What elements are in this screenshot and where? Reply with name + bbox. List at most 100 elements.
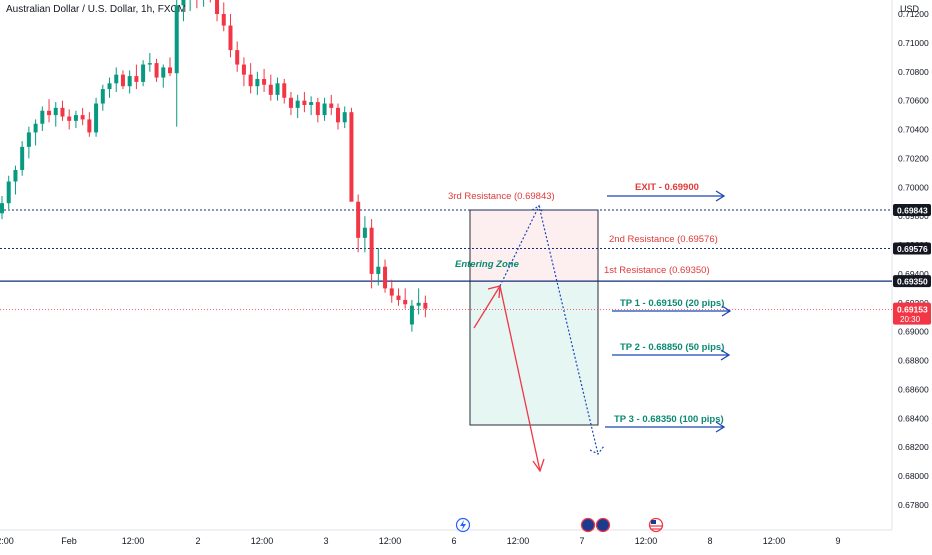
candle-body xyxy=(60,107,65,117)
candle-body xyxy=(174,5,179,74)
candle-body xyxy=(127,76,132,87)
chart-title: Australian Dollar / U.S. Dollar, 1h, FXC… xyxy=(6,4,186,15)
us-flag-canton-icon xyxy=(651,520,656,524)
last-price-label: 0.69153 xyxy=(897,305,928,315)
au-flag-icon[interactable] xyxy=(580,517,596,533)
candle-body xyxy=(147,63,152,65)
candle-body xyxy=(362,227,367,238)
candle-body xyxy=(302,100,307,105)
candle-body xyxy=(154,63,159,78)
candle-body xyxy=(423,302,428,309)
price-tick-label: 0.70600 xyxy=(898,96,929,106)
price-axis[interactable]: 0.71200 0.71000 0.70800 0.70600 0.70400 0.702… xyxy=(898,9,929,510)
entering-zone-label: Entering Zone xyxy=(455,259,520,270)
time-tick-label: 12:00 xyxy=(635,536,658,546)
resistance-3-label: 3rd Resistance (0.69843) xyxy=(448,191,555,202)
exit-arrow xyxy=(607,190,726,202)
time-tick-label: 7 xyxy=(579,536,584,546)
resistance-zone xyxy=(470,210,598,283)
time-tick-label: 2 xyxy=(195,536,200,546)
time-tick-label: 6 xyxy=(451,536,456,546)
time-tick-label: 9 xyxy=(835,536,840,546)
price-tick-label: 0.69800 xyxy=(898,211,929,221)
price-badge xyxy=(893,242,931,255)
candle-body xyxy=(336,107,340,123)
event-icons[interactable] xyxy=(455,517,664,533)
price-tick-label: 0.70200 xyxy=(898,153,929,163)
candle-body xyxy=(241,64,246,75)
candle-body xyxy=(40,110,45,124)
tp1-label: TP 1 - 0.69150 (20 pips) xyxy=(620,298,724,309)
candle-body xyxy=(356,201,361,238)
candle-body xyxy=(73,115,78,121)
candle-body xyxy=(268,84,273,95)
candle-body xyxy=(369,227,374,274)
countdown-label: 20:30 xyxy=(900,315,921,324)
time-tick-label: 3 xyxy=(323,536,328,546)
candle-body xyxy=(416,302,421,306)
candle-body xyxy=(376,266,381,274)
time-tick-label: 12:00 xyxy=(379,536,402,546)
candle-body xyxy=(6,181,11,204)
lightning-glyph-icon xyxy=(460,520,466,530)
price-tick-label: 0.68000 xyxy=(898,471,929,481)
time-tick-label: 2:00 xyxy=(0,536,14,546)
price-badge-label: 0.69576 xyxy=(897,244,928,254)
candle-body xyxy=(47,110,52,116)
candle-body xyxy=(168,67,172,74)
time-tick-label: Feb xyxy=(61,536,77,546)
price-tick-label: 0.68600 xyxy=(898,384,929,394)
currency-label: USD xyxy=(900,4,920,14)
tp3-arrow xyxy=(605,421,726,433)
price-badge-label: 0.69350 xyxy=(897,277,928,287)
price-tick-label: 0.68400 xyxy=(898,413,929,423)
target-zone xyxy=(470,283,598,425)
candle-body xyxy=(309,102,314,105)
tp2-label: TP 2 - 0.68850 (50 pips) xyxy=(620,342,724,353)
candle-body xyxy=(295,100,300,108)
price-tick-label: 0.70800 xyxy=(898,67,929,77)
price-tick-label: 0.69400 xyxy=(898,269,929,279)
last-price-badge xyxy=(893,302,931,325)
candle-body xyxy=(53,107,58,116)
candle-body xyxy=(409,305,414,325)
candle-body xyxy=(107,83,112,90)
au-flag-icon[interactable] xyxy=(595,517,611,533)
time-axis[interactable]: 2:00 Feb 12:00 2 12:00 3 12:00 6 12:00 7 12:00 8 12:… xyxy=(0,536,841,546)
candle-body xyxy=(288,97,293,108)
price-tick-label: 0.71200 xyxy=(898,9,929,19)
price-tick-label: 0.70000 xyxy=(898,182,929,192)
candle-body xyxy=(26,132,31,147)
candle-body xyxy=(228,25,233,51)
time-tick-label: 8 xyxy=(707,536,712,546)
tp3-label: TP 3 - 0.68350 (100 pips) xyxy=(614,414,724,425)
candle-body xyxy=(255,78,260,87)
candle-body xyxy=(120,74,125,87)
candle-body xyxy=(100,89,105,104)
candle-body xyxy=(20,146,25,170)
time-tick-label: 12:00 xyxy=(507,536,530,546)
level-lines xyxy=(0,209,892,311)
price-badge-label: 0.69843 xyxy=(897,205,928,215)
candle-body xyxy=(221,14,226,26)
candle-body xyxy=(161,67,166,78)
resistance-1-label: 1st Resistance (0.69350) xyxy=(604,265,710,276)
candle-body xyxy=(215,0,220,14)
candle-body xyxy=(403,299,408,305)
candlesticks xyxy=(0,0,428,332)
candle-body xyxy=(141,64,146,82)
projection-blue-path xyxy=(499,204,605,455)
candle-body xyxy=(114,74,119,84)
candle-body xyxy=(275,83,280,95)
candle-body xyxy=(329,103,334,108)
price-badge xyxy=(893,275,931,288)
candle-body xyxy=(87,119,92,133)
candle-body xyxy=(349,112,354,202)
price-tick-label: 0.69000 xyxy=(898,327,929,337)
candle-body xyxy=(322,103,327,116)
tp2-arrow xyxy=(612,349,731,361)
candle-body xyxy=(80,115,85,120)
